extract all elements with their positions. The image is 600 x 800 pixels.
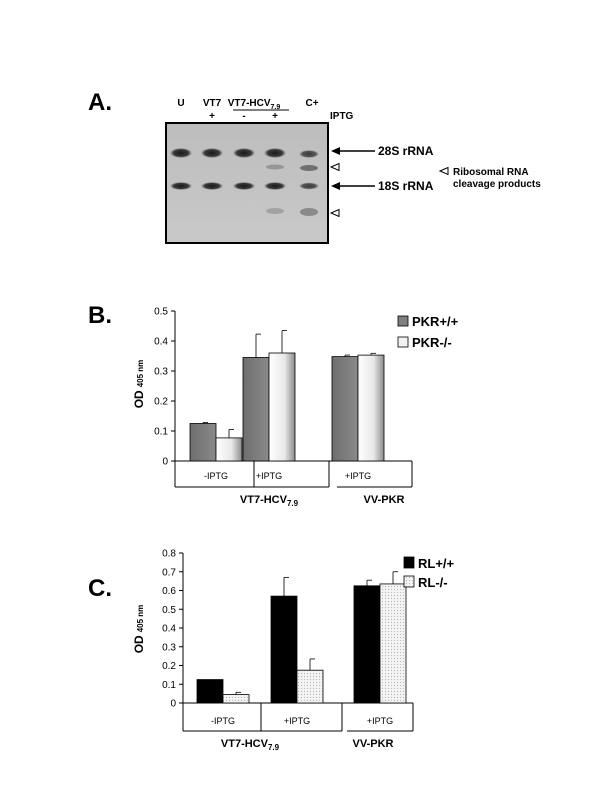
y-tick-label: 0.1 [154,427,168,438]
legend-swatch-pkr-neg [397,336,409,348]
lane-label-vt7-hcv: VT7-HCV7.9 [228,98,281,111]
lane-label-u: U [177,98,184,109]
legend-label-pkr-neg: PKR-/- [412,335,452,350]
band-28s-cplus [299,150,319,158]
band-cleavage-upper-hcv [266,164,284,170]
panel-b-group-1: VT7-HCV7.9 [240,494,299,508]
x-category-label: +IPTG [345,471,371,481]
band-18s-cplus [299,182,319,190]
lane-label-cplus: C+ [305,98,318,109]
panel-b-legend: PKR+/+ PKR-/- [397,314,459,350]
bar [353,585,381,704]
legend-swatch-pkr-pos [397,315,409,327]
legend-label-pkr-pos: PKR+/+ [412,314,459,329]
panel-a: A. U VT7 VT7-HCV7.9 C+ + - + IPTG [88,89,541,244]
bar [222,694,250,704]
x-category-label: -IPTG [204,471,228,481]
y-tick-label: 0.6 [162,586,176,597]
panel-b-label: B. [88,302,112,329]
band-cleavage-upper-cplus [300,165,318,171]
lane-label-vt7: VT7 [203,98,222,109]
arrowhead-28s [331,147,340,155]
band-18s-u [170,182,192,190]
x-category-label: +IPTG [256,471,282,481]
y-tick-label: 0.7 [162,567,176,578]
legend-swatch-rl-pos [403,556,415,569]
y-tick-label: 0.4 [162,624,176,635]
bar [189,423,217,462]
y-tick-label: 0.3 [154,367,168,378]
band-28s-vt7hcv-minus [233,148,255,158]
legend-swatch-rl-neg [403,575,415,588]
legend-label-rl-pos: RL+/+ [418,556,455,571]
band-cleavage-lower-cplus [300,208,318,216]
bar [379,583,407,704]
band-28s-vt7hcv-plus [264,148,286,158]
iptg-sign-1: + [209,111,215,122]
label-28s: 28S rRNA [378,144,434,158]
x-category-label: -IPTG [211,716,235,726]
iptg-label: IPTG [330,111,354,122]
bar [268,352,296,462]
bar [215,437,243,462]
band-cleavage-lower-hcv [266,208,284,214]
band-18s-vt7hcv-minus [233,182,255,190]
band-18s-vt7 [201,182,223,190]
bar [196,679,224,704]
chart-c: 0 0.1 0.2 0.3 0.4 0.5 0.6 0.7 0.8 -IPTG +IPTG +IPTG [162,549,414,732]
bar [357,354,385,462]
x-category-label: +IPTG [367,716,393,726]
panel-c-group-2: VV-PKR [353,738,394,750]
y-tick-label: 0.8 [162,549,176,560]
bar [331,356,359,462]
open-arrow-upper [329,162,340,172]
open-arrow-lower [329,208,340,218]
panel-c-group-1: VT7-HCV7.9 [221,738,280,752]
bar [270,595,298,704]
band-28s-u [170,148,192,158]
open-arrow-legend [438,166,449,176]
panel-c-ylabel: OD405 nm [132,605,146,654]
cleavage-label-2: cleavage products [453,179,541,190]
legend-label-rl-neg: RL-/- [418,575,448,590]
band-28s-vt7 [201,148,223,158]
iptg-sign-2: - [242,111,245,122]
panel-c: C. OD405 nm 0 0.1 0.2 0.3 0.4 0.5 0.6 0.7 0.8 -IP… [88,549,455,753]
band-18s-vt7hcv-plus [264,182,286,190]
y-tick-label: 0.5 [162,605,176,616]
arrowhead-18s [331,182,340,190]
y-tick-label: 0 [170,699,176,710]
chart-b: 0 0.1 0.2 0.3 0.4 0.5 -IPTG +IPTG +IPTG [154,307,413,488]
panel-b-group-2: VV-PKR [364,494,405,506]
panel-c-legend: RL+/+ RL-/- [403,556,455,590]
y-tick-label: 0.3 [162,642,176,653]
bar [242,357,270,462]
panel-b-ylabel: OD405 nm [132,360,146,409]
y-tick-label: 0.1 [162,680,176,691]
bar [296,669,324,704]
y-tick-label: 0.4 [154,337,168,348]
x-category-label: +IPTG [284,716,310,726]
panel-a-label: A. [88,89,112,116]
panel-c-label: C. [88,575,112,602]
y-tick-label: 0.2 [154,397,168,408]
y-tick-label: 0.5 [154,307,168,318]
y-tick-label: 0 [162,457,168,468]
iptg-sign-3: + [272,111,278,122]
label-18s: 18S rRNA [378,179,434,193]
y-tick-label: 0.2 [162,661,176,672]
cleavage-label-1: Ribosomal RNA [453,167,529,178]
panel-b: B. OD405 nm 0 0.1 0.2 0.3 0.4 0.5 -IPTG +IPTG +I… [88,302,459,508]
